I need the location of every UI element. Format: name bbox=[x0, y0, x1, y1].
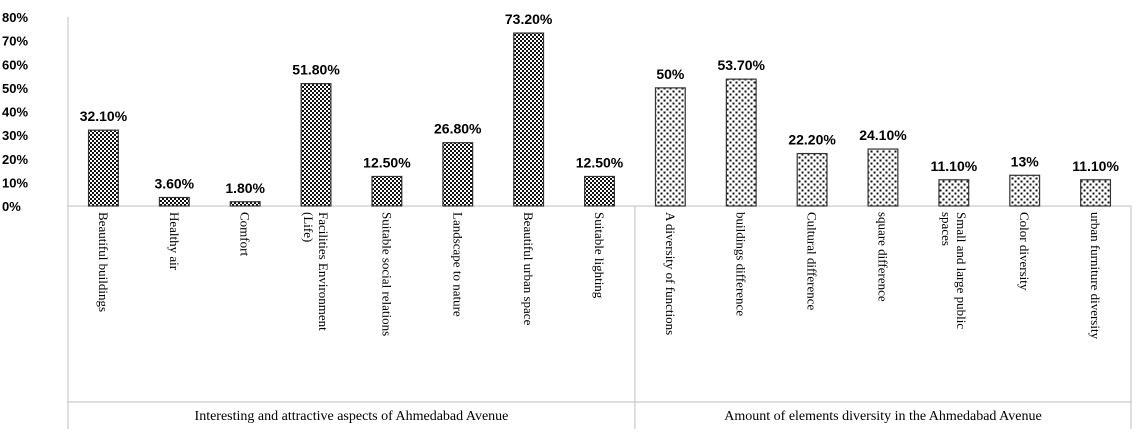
category-label: Beautiful buildings bbox=[96, 212, 111, 312]
category-label-line: (Life) bbox=[301, 212, 316, 242]
data-label: 73.20% bbox=[505, 11, 553, 27]
bar bbox=[300, 83, 332, 207]
data-label: 11.10% bbox=[930, 158, 977, 174]
category-label-line: square difference bbox=[875, 212, 890, 302]
y-tick-label: 0% bbox=[2, 199, 21, 214]
category-label: Facilities Environment(Life) bbox=[301, 212, 331, 331]
category-label: Landscape to nature bbox=[450, 212, 465, 317]
category-label: A diversity of functions bbox=[663, 212, 678, 335]
category-label-line: Comfort bbox=[238, 212, 253, 256]
y-tick-label: 40% bbox=[2, 105, 28, 120]
y-tick-label: 60% bbox=[2, 57, 28, 72]
category-label-line: Color diversity bbox=[1017, 212, 1032, 291]
data-label: 1.80% bbox=[225, 180, 265, 196]
y-tick-label: 70% bbox=[2, 34, 28, 49]
category-label-line: Landscape to nature bbox=[450, 212, 465, 317]
category-label: Small and large publicspaces bbox=[939, 212, 969, 329]
bar bbox=[442, 142, 474, 207]
group-label: Interesting and attractive aspects of Ah… bbox=[195, 409, 509, 424]
y-tick-label: 30% bbox=[2, 128, 28, 143]
y-tick-label: 10% bbox=[2, 175, 28, 190]
category-label: Comfort bbox=[238, 212, 253, 256]
bar bbox=[513, 32, 545, 207]
data-label: 12.50% bbox=[363, 154, 411, 170]
bar bbox=[867, 148, 899, 207]
bar bbox=[371, 175, 403, 207]
data-label: 53.70% bbox=[717, 57, 765, 73]
category-label-line: Healthy air bbox=[167, 212, 182, 271]
category-label-line: Cultural difference bbox=[805, 212, 820, 311]
group-label: Amount of elements diversity in the Ahme… bbox=[724, 409, 1041, 424]
bar bbox=[725, 78, 757, 207]
category-label-line: Beautiful buildings bbox=[96, 212, 111, 312]
category-label-line: A diversity of functions bbox=[663, 212, 678, 335]
bar bbox=[1009, 174, 1041, 207]
data-label: 11.10% bbox=[1072, 158, 1119, 174]
y-tick-label: 80% bbox=[2, 10, 28, 25]
category-label-line: Facilities Environment bbox=[316, 212, 331, 331]
category-label: square difference bbox=[875, 212, 890, 302]
y-tick-label: 20% bbox=[2, 152, 28, 167]
bar bbox=[87, 129, 119, 207]
category-label-line: spaces bbox=[939, 212, 954, 246]
category-label: Suitable lighting bbox=[592, 212, 607, 299]
category-label: Healthy air bbox=[167, 212, 182, 271]
data-label: 3.60% bbox=[154, 176, 194, 192]
category-label-line: Suitable social relations bbox=[379, 212, 394, 336]
data-label: 12.50% bbox=[576, 154, 624, 170]
bar bbox=[1080, 179, 1112, 207]
bar bbox=[938, 179, 970, 207]
category-label: buildings difference bbox=[734, 212, 749, 316]
data-label: 32.10% bbox=[80, 108, 128, 124]
bar bbox=[584, 175, 615, 207]
data-label: 26.80% bbox=[434, 121, 482, 137]
category-label-line: Small and large public bbox=[954, 212, 969, 329]
bar bbox=[654, 87, 686, 207]
category-label: Beautiful urban space bbox=[521, 212, 536, 326]
bar bbox=[229, 201, 261, 207]
bar bbox=[158, 196, 190, 207]
data-label: 13% bbox=[1011, 153, 1040, 169]
category-label: Suitable social relations bbox=[379, 212, 394, 336]
category-label: Color diversity bbox=[1017, 212, 1032, 291]
data-label: 50% bbox=[656, 66, 685, 82]
data-label: 51.80% bbox=[292, 62, 340, 78]
data-label: 22.20% bbox=[788, 132, 836, 148]
category-label: Cultural difference bbox=[805, 212, 820, 311]
category-label: urban furniture diversity bbox=[1088, 212, 1103, 340]
y-tick-label: 50% bbox=[2, 81, 28, 96]
category-label-line: buildings difference bbox=[734, 212, 749, 316]
data-label: 24.10% bbox=[859, 127, 907, 143]
category-label-line: Beautiful urban space bbox=[521, 212, 536, 326]
bar bbox=[796, 152, 828, 207]
category-label-line: Suitable lighting bbox=[592, 212, 607, 299]
category-label-line: urban furniture diversity bbox=[1088, 212, 1103, 340]
